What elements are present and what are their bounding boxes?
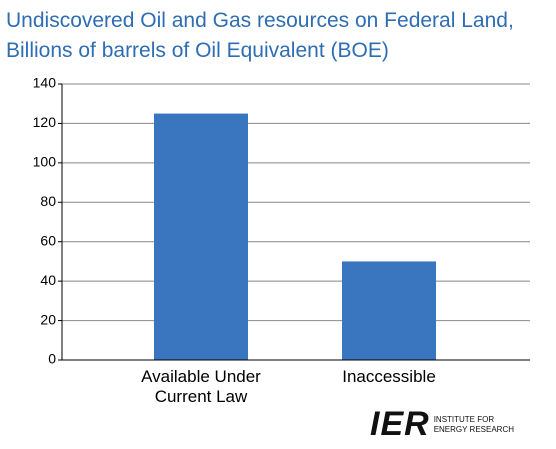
x-tick-label: Inaccessible [342, 367, 436, 386]
logo-line: ENERGY RESEARCH [433, 424, 515, 434]
logo-mark: IER [370, 405, 430, 443]
logo: IER INSTITUTE FOR ENERGY RESEARCH [370, 405, 514, 444]
bar [342, 261, 436, 360]
y-tick-label: 0 [48, 351, 56, 367]
y-tick-label: 120 [33, 114, 57, 130]
y-tick-label: 100 [33, 154, 57, 170]
y-tick-label: 40 [40, 272, 56, 288]
x-tick-label: Available Under Current Law [141, 367, 261, 406]
logo-line: INSTITUTE FOR [433, 414, 495, 424]
chart-title: Undiscovered Oil and Gas resources on Fe… [6, 9, 514, 62]
y-tick-label: 20 [40, 311, 56, 327]
logo-text: INSTITUTE FOR ENERGY RESEARCH [434, 415, 514, 435]
y-tick-label: 60 [40, 232, 56, 248]
y-tick-label: 80 [40, 193, 56, 209]
bar [154, 113, 248, 360]
y-tick-label: 140 [33, 75, 57, 91]
